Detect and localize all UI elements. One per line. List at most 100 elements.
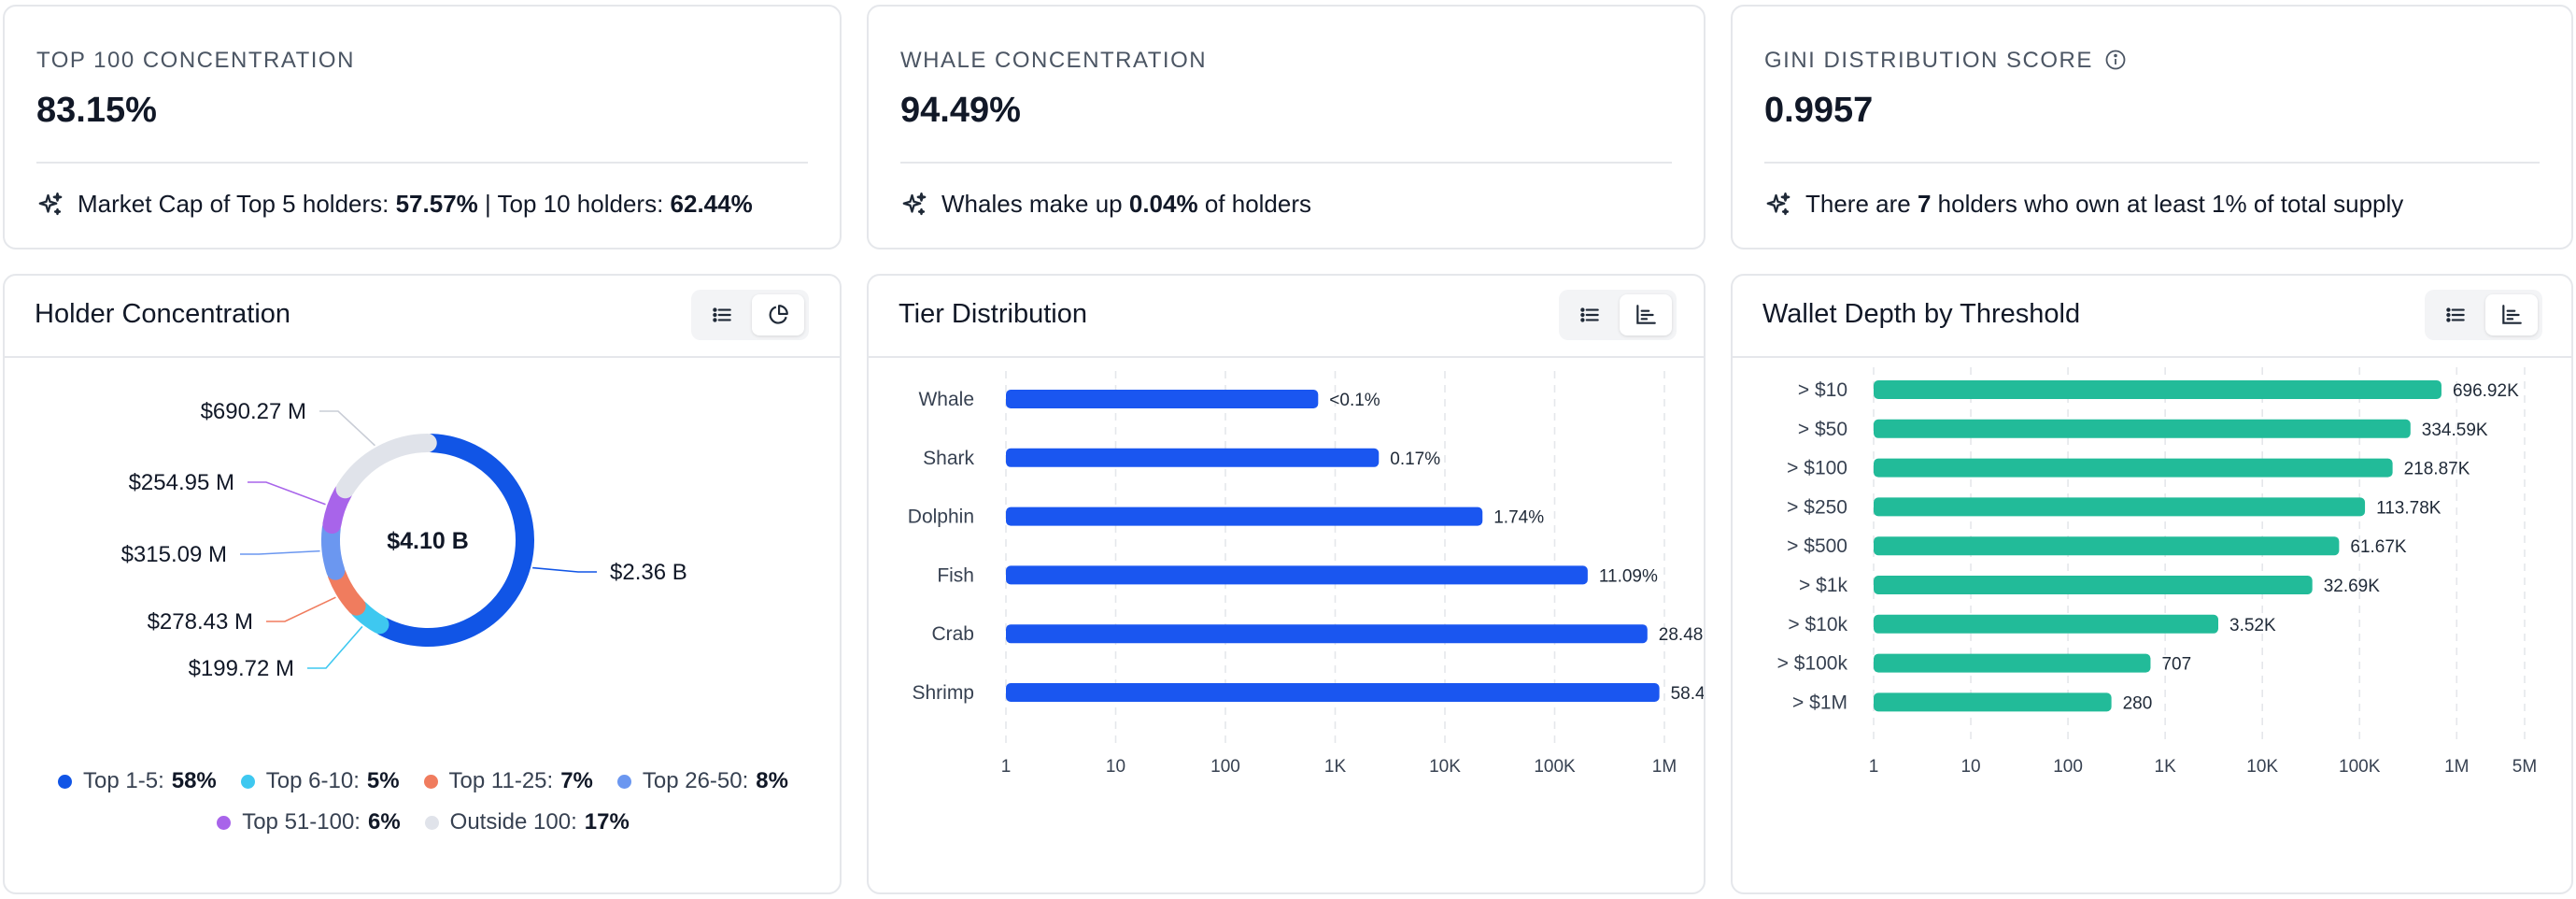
bar-data-label: 32.69K <box>2324 577 2381 596</box>
pie-view-button[interactable] <box>752 294 804 335</box>
leader-line <box>248 481 326 506</box>
stat-card-top100: TOP 100 CONCENTRATION 83.15% Market Cap … <box>3 5 842 250</box>
y-category-label: Shrimp <box>912 682 974 704</box>
y-category-label: > $250 <box>1787 496 1847 518</box>
donut-legend-row2: Top 51-100:6% Outside 100:17% <box>3 809 843 835</box>
y-category-label: > $1k <box>1799 575 1847 596</box>
donut-value-label: $2.36 B <box>610 560 687 585</box>
stat-insight: Whales make up 0.04% of holders <box>900 190 1311 219</box>
insight-text: Market Cap of Top 5 holders: 57.57% | To… <box>78 190 753 218</box>
legend-item[interactable]: Top 11-25:7% <box>423 768 593 794</box>
bar[interactable] <box>1006 624 1648 644</box>
bar[interactable] <box>1874 380 2442 399</box>
leader-line <box>319 410 375 447</box>
stat-label: TOP 100 CONCENTRATION <box>36 48 355 73</box>
list-view-button[interactable] <box>2429 294 2482 335</box>
info-icon[interactable] <box>2104 49 2127 71</box>
x-tick-label: 10K <box>2246 757 2278 777</box>
legend-swatch <box>424 815 439 830</box>
tier-distribution-chart: 1 10 100 1K 10K 100K 1M Whale <0.1% Shark 0.17% Dol… <box>908 371 1704 777</box>
legend-item[interactable]: Top 26-50:8% <box>616 768 788 794</box>
bar-view-button[interactable] <box>2485 294 2538 335</box>
divider <box>1764 162 2540 164</box>
bar[interactable] <box>1874 536 2340 556</box>
donut-segment[interactable] <box>374 434 534 647</box>
stat-value: 0.9957 <box>1764 91 1874 130</box>
legend-item[interactable]: Outside 100:17% <box>424 809 630 835</box>
bar-chart-icon <box>2502 305 2522 324</box>
donut-legend: Top 1-5:58% Top 6-10:5% Top 11-25:7% Top… <box>3 768 843 794</box>
donut-value-label: $690.27 M <box>201 399 306 424</box>
list-icon <box>713 307 731 322</box>
legend-swatch <box>217 815 232 830</box>
x-tick-label: 100K <box>1534 757 1576 777</box>
bar-data-label: <0.1% <box>1329 391 1380 410</box>
insight-text: There are 7 holders who own at least 1% … <box>1805 190 2404 218</box>
legend-item[interactable]: Top 6-10:5% <box>240 768 400 794</box>
bar[interactable] <box>1874 497 2366 517</box>
leader-line <box>532 566 597 573</box>
y-category-label: > $100 <box>1787 458 1847 479</box>
legend-item[interactable]: Top 51-100:6% <box>217 809 401 835</box>
x-tick-label: 10 <box>1106 757 1125 777</box>
view-toggle <box>691 290 809 340</box>
donut-value-label: $199.72 M <box>189 656 294 681</box>
bar-chart-icon <box>1636 305 1656 324</box>
list-icon <box>1580 307 1599 322</box>
wallet-depth-chart: 1 10 100 1K 10K 100K 1M 5M > $10 696.92K > $50 334.… <box>1777 367 2537 777</box>
donut-value-label: $254.95 M <box>129 470 234 495</box>
bar-data-label: 28.48% <box>1659 625 1704 645</box>
x-tick-label: 100K <box>2339 757 2381 777</box>
x-tick-label: 100 <box>2053 757 2083 777</box>
bar[interactable] <box>1006 683 1660 702</box>
stat-insight: Market Cap of Top 5 holders: 57.57% | To… <box>36 190 753 219</box>
bar[interactable] <box>1006 390 1319 408</box>
x-tick-label: 10K <box>1429 757 1461 777</box>
donut-segment[interactable] <box>321 519 346 580</box>
donut-center-label: $4.10 B <box>387 528 469 554</box>
legend-swatch <box>616 774 631 789</box>
bar[interactable] <box>1874 653 2151 673</box>
bar-data-label: 61.67K <box>2350 537 2407 557</box>
x-tick-label: 1M <box>1652 757 1677 777</box>
bar-data-label: 1.74% <box>1493 508 1544 528</box>
holder-concentration-card <box>3 274 842 894</box>
list-icon <box>2446 307 2465 322</box>
list-view-button[interactable] <box>1564 294 1616 335</box>
bar-data-label: 0.17% <box>1390 450 1440 469</box>
x-tick-label: 5M <box>2512 757 2537 777</box>
y-category-label: Dolphin <box>908 507 974 528</box>
y-category-label: Whale <box>918 389 974 410</box>
y-category-label: > $10 <box>1798 379 1847 401</box>
stat-value: 83.15% <box>36 91 157 130</box>
bar[interactable] <box>1874 614 2219 634</box>
list-view-button[interactable] <box>696 294 748 335</box>
bar-data-label: 58.48% <box>1671 684 1704 704</box>
sparkle-icon <box>1766 192 1790 215</box>
bar[interactable] <box>1874 576 2313 594</box>
x-tick-label: 10 <box>1960 757 1980 777</box>
view-toggle <box>1559 290 1677 340</box>
bar[interactable] <box>1874 419 2411 438</box>
leader-line <box>266 596 336 622</box>
bar[interactable] <box>1006 448 1380 467</box>
sparkle-icon <box>902 192 927 215</box>
pie-chart-icon <box>769 305 788 324</box>
bar[interactable] <box>1874 458 2393 478</box>
bar-view-button[interactable] <box>1620 294 1672 335</box>
donut-segment[interactable] <box>335 434 437 499</box>
legend-swatch <box>58 774 72 789</box>
legend-item[interactable]: Top 1-5:58% <box>58 768 217 794</box>
stat-label: WHALE CONCENTRATION <box>900 48 1208 73</box>
donut-value-label: $278.43 M <box>148 609 253 635</box>
view-toggle <box>2425 290 2542 340</box>
bar[interactable] <box>1006 507 1483 526</box>
donut-segment[interactable] <box>322 483 353 535</box>
stat-card-gini: GINI DISTRIBUTION SCORE 0.9957 There are… <box>1731 5 2573 250</box>
donut-segment[interactable] <box>327 565 366 616</box>
x-tick-label: 1 <box>1001 757 1012 777</box>
bar[interactable] <box>1006 565 1588 585</box>
legend-swatch <box>240 774 255 789</box>
bar-data-label: 218.87K <box>2404 460 2470 479</box>
bar[interactable] <box>1874 692 2112 712</box>
